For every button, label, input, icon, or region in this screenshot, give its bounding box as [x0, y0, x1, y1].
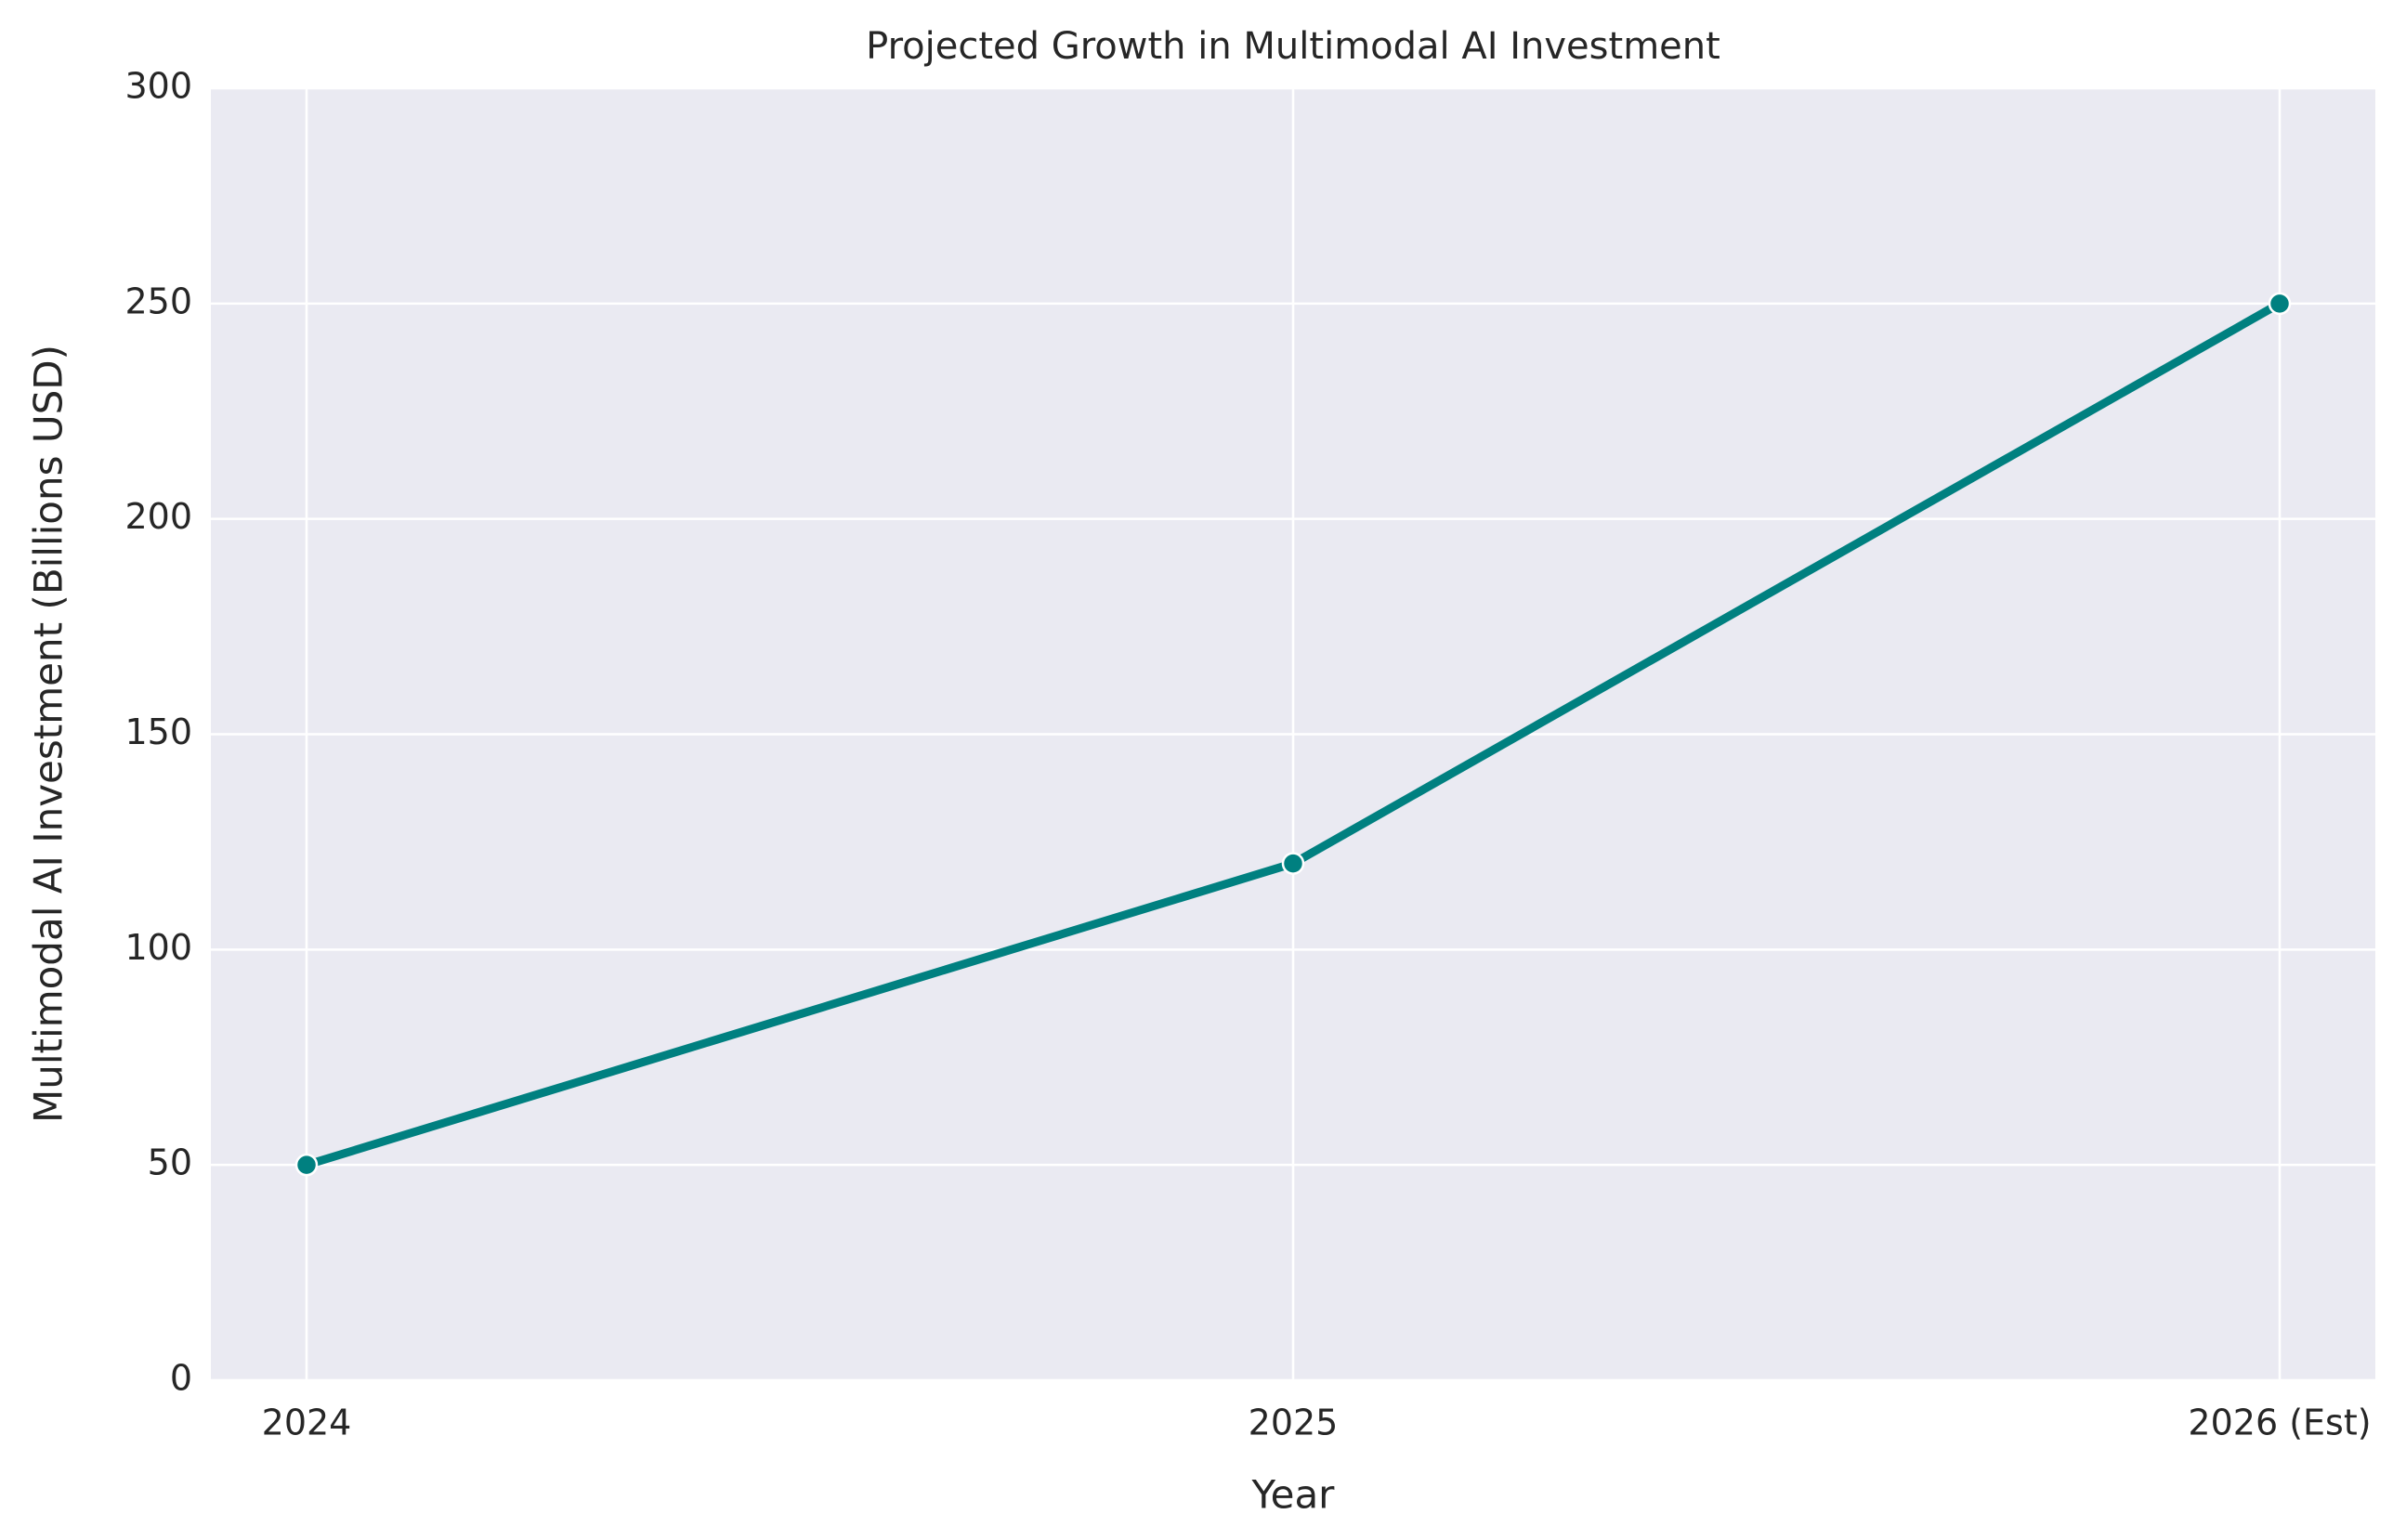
x-axis-label: Year	[1251, 1472, 1336, 1518]
marker	[294, 1153, 319, 1177]
x-tick-label: 2026 (Est)	[2188, 1403, 2371, 1443]
y-tick-label: 200	[124, 496, 192, 537]
y-tick-label: 250	[124, 281, 192, 321]
marker	[1281, 852, 1305, 875]
y-tick-label: 300	[124, 66, 192, 107]
y-tick-label: 100	[124, 927, 192, 968]
x-tick-label: 2025	[1249, 1403, 1339, 1443]
chart-title: Projected Growth in Multimodal AI Invest…	[866, 25, 1720, 68]
y-tick-label: 0	[170, 1358, 192, 1399]
y-axis-label: Multimodal AI Investment (Billions USD)	[26, 345, 72, 1123]
marker	[2268, 292, 2292, 316]
y-tick-label: 50	[148, 1142, 192, 1183]
x-tick-label: 2024	[262, 1403, 352, 1443]
y-tick-label: 150	[124, 711, 192, 752]
